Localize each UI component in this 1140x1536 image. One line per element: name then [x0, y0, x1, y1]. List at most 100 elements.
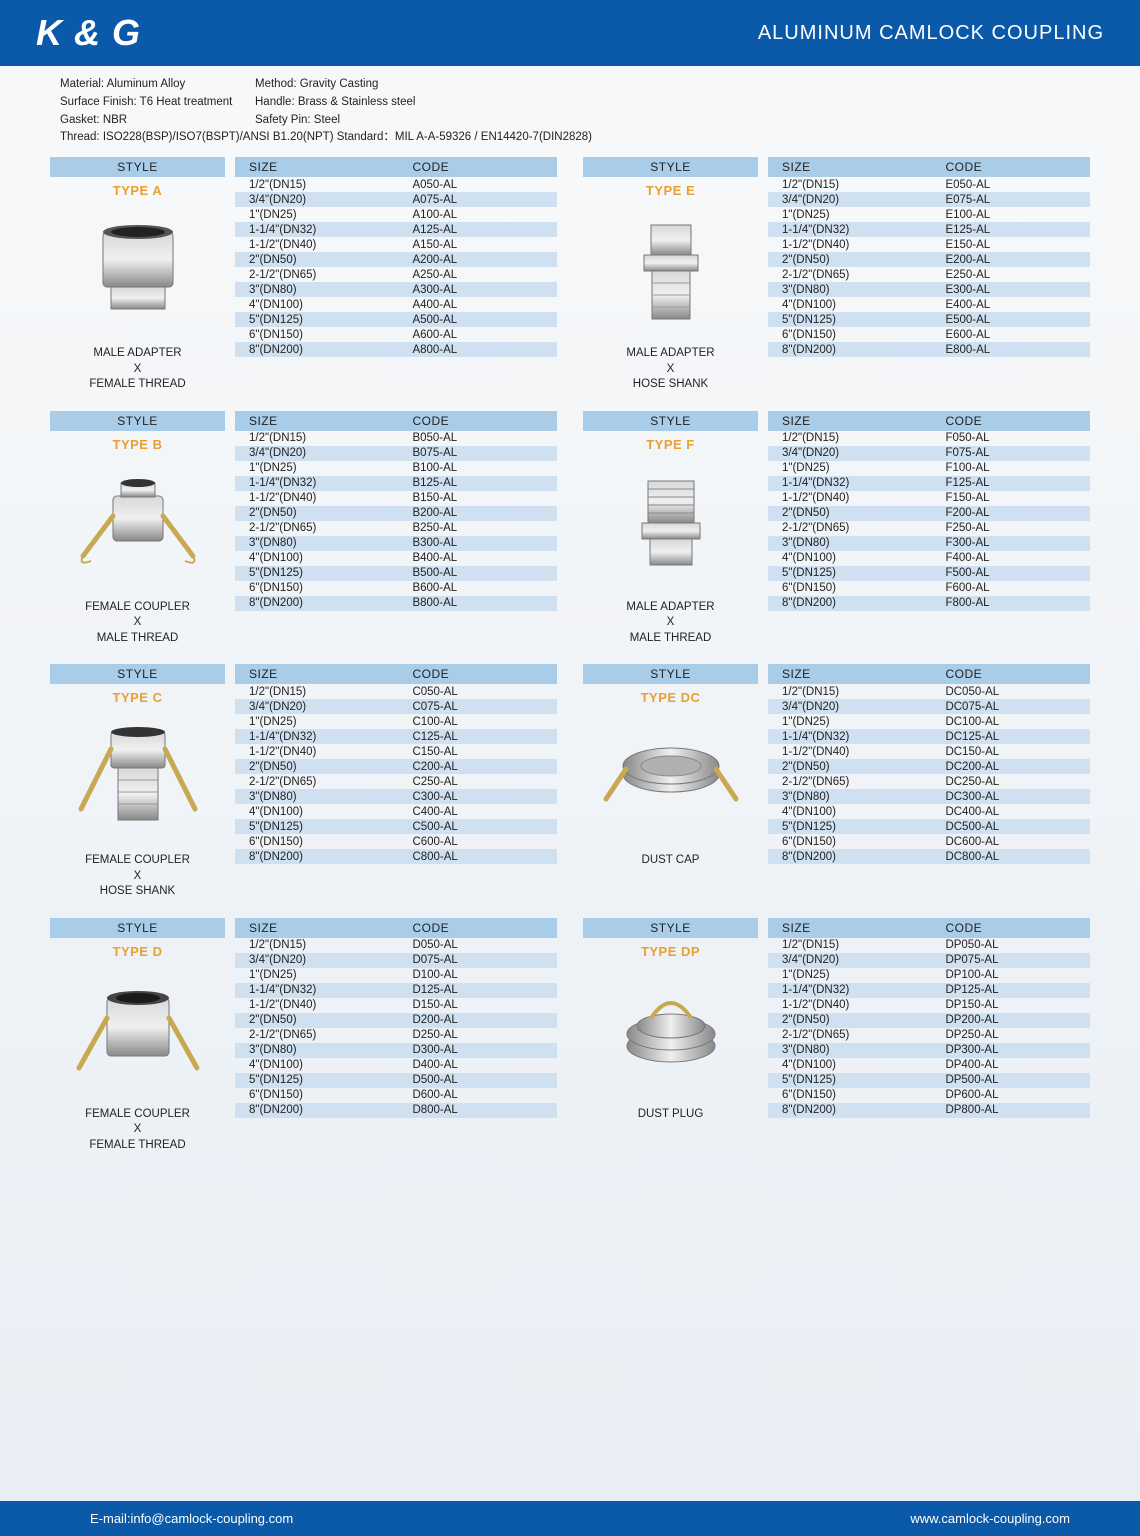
code-cell: DC150-AL: [935, 746, 1090, 758]
code-cell: DP200-AL: [935, 1014, 1090, 1026]
spec-material: Material: Aluminum Alloy: [60, 76, 255, 94]
table-row: 8"(DN200) F800-AL: [768, 596, 1090, 611]
table-row: 2-1/2"(DN65) E250-AL: [768, 267, 1090, 282]
style-header: STYLE: [583, 157, 758, 177]
footer-email: E-mail:info@camlock-coupling.com: [90, 1511, 293, 1526]
type-label: TYPE E: [583, 177, 758, 202]
code-header: CODE: [402, 157, 557, 177]
table-row: 2"(DN50) F200-AL: [768, 506, 1090, 521]
size-cell: 2"(DN50): [768, 254, 935, 266]
size-cell: 5"(DN125): [768, 821, 935, 833]
size-cell: 6"(DN150): [235, 329, 402, 341]
size-cell: 5"(DN125): [768, 567, 935, 579]
product-block: STYLE TYPE F MALE ADAPTER X MALE THREAD …: [583, 411, 1090, 647]
table-row: 6"(DN150) E600-AL: [768, 327, 1090, 342]
table-row: 2"(DN50) B200-AL: [235, 506, 557, 521]
size-cell: 6"(DN150): [235, 582, 402, 594]
table-row: 1/2"(DN15) C050-AL: [235, 684, 557, 699]
product-description: FEMALE COUPLER X HOSE SHANK: [50, 849, 225, 900]
size-cell: 5"(DN125): [235, 567, 402, 579]
code-cell: C600-AL: [402, 836, 557, 848]
code-header: CODE: [935, 157, 1090, 177]
style-header: STYLE: [50, 664, 225, 684]
code-cell: DP800-AL: [935, 1104, 1090, 1116]
size-cell: 2"(DN50): [768, 761, 935, 773]
code-cell: A100-AL: [402, 209, 557, 221]
code-cell: DP300-AL: [935, 1044, 1090, 1056]
table-row: 1"(DN25) DC100-AL: [768, 714, 1090, 729]
style-header: STYLE: [50, 918, 225, 938]
size-cell: 2"(DN50): [768, 1014, 935, 1026]
table-row: 6"(DN150) B600-AL: [235, 581, 557, 596]
table-row: 4"(DN100) A400-AL: [235, 297, 557, 312]
size-cell: 3"(DN80): [768, 1044, 935, 1056]
code-cell: F200-AL: [935, 507, 1090, 519]
size-header: SIZE: [768, 918, 935, 938]
table-row: 1"(DN25) D100-AL: [235, 968, 557, 983]
table-row: 5"(DN125) F500-AL: [768, 566, 1090, 581]
size-header: SIZE: [768, 157, 935, 177]
code-cell: E300-AL: [935, 284, 1090, 296]
code-cell: DP050-AL: [935, 939, 1090, 951]
size-cell: 4"(DN100): [235, 552, 402, 564]
table-row: 5"(DN125) E500-AL: [768, 312, 1090, 327]
code-cell: DC600-AL: [935, 836, 1090, 848]
code-cell: DC800-AL: [935, 851, 1090, 863]
product-description: FEMALE COUPLER X FEMALE THREAD: [50, 1103, 225, 1154]
size-cell: 5"(DN125): [768, 1074, 935, 1086]
table-header: SIZE CODE: [235, 411, 557, 431]
table-row: 5"(DN125) DP500-AL: [768, 1073, 1090, 1088]
code-header: CODE: [935, 918, 1090, 938]
data-column: SIZE CODE 1/2"(DN15) F050-AL 3/4"(DN20) …: [768, 411, 1090, 647]
type-label: TYPE C: [50, 684, 225, 709]
data-column: SIZE CODE 1/2"(DN15) B050-AL 3/4"(DN20) …: [235, 411, 557, 647]
size-cell: 1"(DN25): [235, 462, 402, 474]
code-cell: D600-AL: [402, 1089, 557, 1101]
size-cell: 2-1/2"(DN65): [768, 1029, 935, 1041]
code-cell: C200-AL: [402, 761, 557, 773]
type-label: TYPE B: [50, 431, 225, 456]
product-description: DUST PLUG: [583, 1103, 758, 1123]
product-image: [55, 456, 220, 596]
size-cell: 1/2"(DN15): [768, 686, 935, 698]
table-row: 2"(DN50) DP200-AL: [768, 1013, 1090, 1028]
size-cell: 8"(DN200): [768, 344, 935, 356]
size-cell: 3/4"(DN20): [235, 447, 402, 459]
table-row: 3"(DN80) D300-AL: [235, 1043, 557, 1058]
code-cell: D100-AL: [402, 969, 557, 981]
code-cell: B400-AL: [402, 552, 557, 564]
size-cell: 1-1/4"(DN32): [235, 224, 402, 236]
code-cell: D500-AL: [402, 1074, 557, 1086]
type-label: TYPE DC: [583, 684, 758, 709]
product-description: FEMALE COUPLER X MALE THREAD: [50, 596, 225, 647]
table-row: 8"(DN200) DC800-AL: [768, 849, 1090, 864]
code-cell: D150-AL: [402, 999, 557, 1011]
code-cell: B200-AL: [402, 507, 557, 519]
size-cell: 1/2"(DN15): [768, 939, 935, 951]
size-cell: 3"(DN80): [235, 284, 402, 296]
product-block: STYLE TYPE B FEMALE COUPLER X MALE THREA…: [50, 411, 557, 647]
code-cell: B050-AL: [402, 432, 557, 444]
size-cell: 3/4"(DN20): [768, 954, 935, 966]
style-column: STYLE TYPE D FEMALE COUPLER X FEMALE THR…: [50, 918, 225, 1154]
size-header: SIZE: [235, 157, 402, 177]
table-row: 2-1/2"(DN65) D250-AL: [235, 1028, 557, 1043]
code-cell: E250-AL: [935, 269, 1090, 281]
size-cell: 3"(DN80): [235, 537, 402, 549]
code-cell: D800-AL: [402, 1104, 557, 1116]
size-cell: 6"(DN150): [768, 329, 935, 341]
spec-gasket: Gasket: NBR: [60, 112, 255, 130]
spec-thread-standard: Thread: ISO228(BSP)/ISO7(BSPT)/ANSI B1.2…: [60, 129, 1080, 147]
table-row: 1-1/2"(DN40) D150-AL: [235, 998, 557, 1013]
size-cell: 1-1/2"(DN40): [768, 239, 935, 251]
spec-method: Method: Gravity Casting: [255, 76, 378, 94]
data-column: SIZE CODE 1/2"(DN15) A050-AL 3/4"(DN20) …: [235, 157, 557, 393]
table-row: 6"(DN150) DP600-AL: [768, 1088, 1090, 1103]
size-cell: 1-1/2"(DN40): [235, 746, 402, 758]
size-cell: 4"(DN100): [235, 806, 402, 818]
code-cell: F075-AL: [935, 447, 1090, 459]
code-cell: D125-AL: [402, 984, 557, 996]
table-row: 3/4"(DN20) B075-AL: [235, 446, 557, 461]
specs-block: Material: Aluminum Alloy Method: Gravity…: [0, 66, 1140, 153]
table-row: 3"(DN80) A300-AL: [235, 282, 557, 297]
